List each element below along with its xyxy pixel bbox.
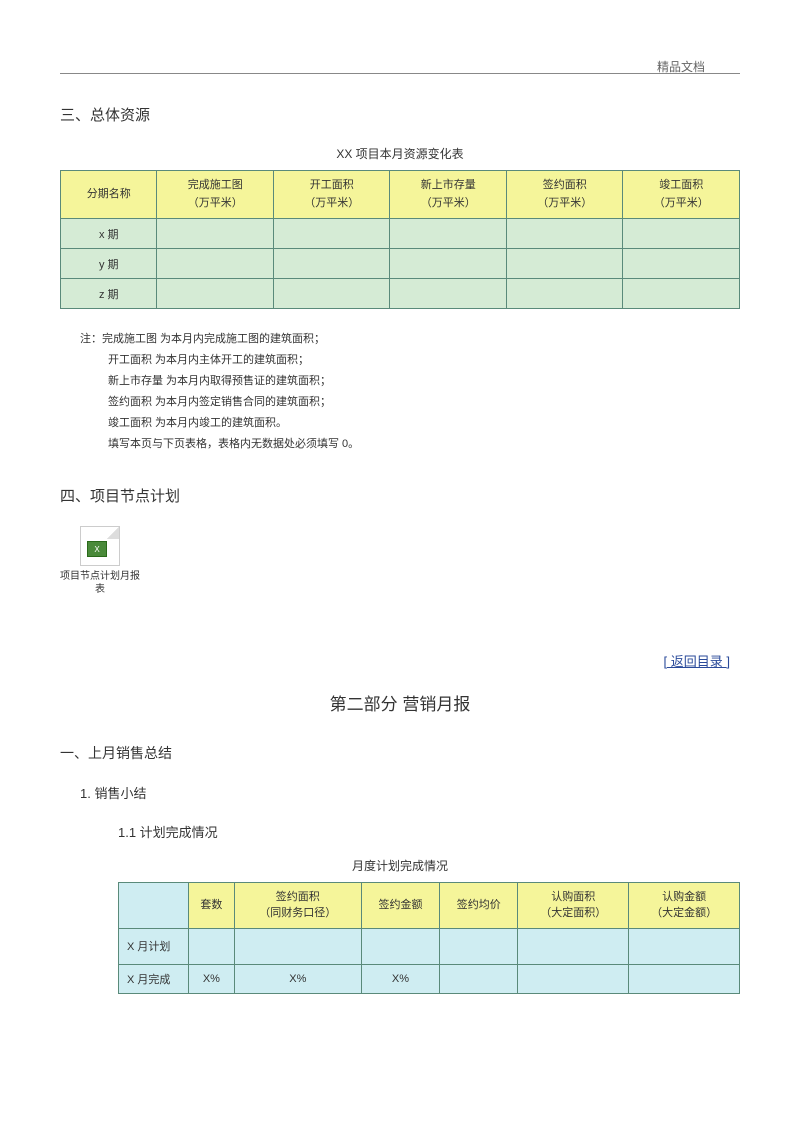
- heading-sales-summary: 1. 销售小结: [80, 783, 740, 802]
- col-units: 套数: [189, 882, 235, 928]
- part-2-title: 第二部分 营销月报: [60, 690, 740, 715]
- table-cell: [234, 928, 361, 964]
- table-cell: [361, 928, 439, 964]
- resource-change-table: 分期名称 完成施工图 （万平米） 开工面积 （万平米） 新上市存量 （万平米） …: [60, 170, 740, 309]
- note-line: 新上市存量 为本月内取得预售证的建筑面积；: [108, 371, 740, 392]
- col-complete-area: 竣工面积 （万平米）: [623, 171, 740, 219]
- table-cell: [390, 249, 507, 279]
- col-sign-amount: 签约金额: [361, 882, 439, 928]
- table-cell: [440, 928, 518, 964]
- table-cell: [623, 249, 740, 279]
- table-cell: [189, 928, 235, 964]
- table-row: x 期: [61, 219, 740, 249]
- table-cell: [623, 219, 740, 249]
- col-sub-area: 认购面积 （大定面积）: [518, 882, 629, 928]
- col-completed-drawing: 完成施工图 （万平米）: [157, 171, 274, 219]
- table-cell: X%: [361, 964, 439, 993]
- table-cell: X%: [189, 964, 235, 993]
- table-cell: [157, 279, 274, 309]
- header-watermark: 精品文档: [657, 58, 705, 75]
- col-sign-area: 签约面积 （同财务口径）: [234, 882, 361, 928]
- table-cell: [440, 964, 518, 993]
- col-start-area: 开工面积 （万平米）: [273, 171, 390, 219]
- table-cell: [157, 249, 274, 279]
- table-cell: [629, 964, 740, 993]
- heading-plan-completion: 1.1 计划完成情况: [118, 822, 740, 841]
- table-cell: X%: [234, 964, 361, 993]
- excel-file-icon: X: [80, 526, 120, 566]
- section-3-heading: 三、总体资源: [60, 104, 740, 125]
- excel-badge-icon: X: [87, 541, 107, 557]
- note-line: 竣工面积 为本月内竣工的建筑面积。: [108, 413, 740, 434]
- note-line: 注：完成施工图 为本月内完成施工图的建筑面积；: [80, 329, 740, 350]
- table-cell: [506, 279, 623, 309]
- col-sub-amount: 认购金额 （大定金额）: [629, 882, 740, 928]
- excel-attachment[interactable]: X 项目节点计划月报表: [60, 526, 740, 596]
- table-cell: [623, 279, 740, 309]
- excel-file-label: 项目节点计划月报表: [60, 570, 140, 596]
- table-row: z 期: [61, 279, 740, 309]
- table-header-row: 套数 签约面积 （同财务口径） 签约金额 签约均价 认购面积 （大定面积） 认购…: [119, 882, 740, 928]
- table-cell: [273, 249, 390, 279]
- table-cell: [157, 219, 274, 249]
- table-row: X 月计划: [119, 928, 740, 964]
- table-row: X 月完成X%X%X%: [119, 964, 740, 993]
- col-phase-name: 分期名称: [61, 171, 157, 219]
- monthly-plan-table: 套数 签约面积 （同财务口径） 签约金额 签约均价 认购面积 （大定面积） 认购…: [118, 882, 740, 994]
- row-label: x 期: [61, 219, 157, 249]
- table-header-row: 分期名称 完成施工图 （万平米） 开工面积 （万平米） 新上市存量 （万平米） …: [61, 171, 740, 219]
- table-cell: [390, 279, 507, 309]
- table-cell: [506, 249, 623, 279]
- table-row: y 期: [61, 249, 740, 279]
- table-cell: [629, 928, 740, 964]
- row-label: X 月完成: [119, 964, 189, 993]
- row-label: X 月计划: [119, 928, 189, 964]
- table-cell: [390, 219, 507, 249]
- col-blank: [119, 882, 189, 928]
- heading-last-month-summary: 一、上月销售总结: [60, 743, 740, 763]
- row-label: y 期: [61, 249, 157, 279]
- table-cell: [273, 219, 390, 249]
- table-cell: [518, 928, 629, 964]
- table-cell: [506, 219, 623, 249]
- table1-title: XX 项目本月资源变化表: [60, 145, 740, 162]
- row-label: z 期: [61, 279, 157, 309]
- col-sign-avg: 签约均价: [440, 882, 518, 928]
- note-line: 填写本页与下页表格，表格内无数据处必须填写 0。: [108, 434, 740, 455]
- section-4-heading: 四、项目节点计划: [60, 485, 740, 506]
- note-line: 签约面积 为本月内签定销售合同的建筑面积；: [108, 392, 740, 413]
- table-cell: [518, 964, 629, 993]
- col-new-stock: 新上市存量 （万平米）: [390, 171, 507, 219]
- header-divider: [60, 73, 740, 74]
- table1-notes: 注：完成施工图 为本月内完成施工图的建筑面积；开工面积 为本月内主体开工的建筑面…: [80, 329, 740, 454]
- table-cell: [273, 279, 390, 309]
- return-to-toc-link[interactable]: [ 返回目录 ]: [60, 651, 740, 670]
- col-sign-area: 签约面积 （万平米）: [506, 171, 623, 219]
- table2-title: 月度计划完成情况: [60, 857, 740, 874]
- note-line: 开工面积 为本月内主体开工的建筑面积；: [108, 350, 740, 371]
